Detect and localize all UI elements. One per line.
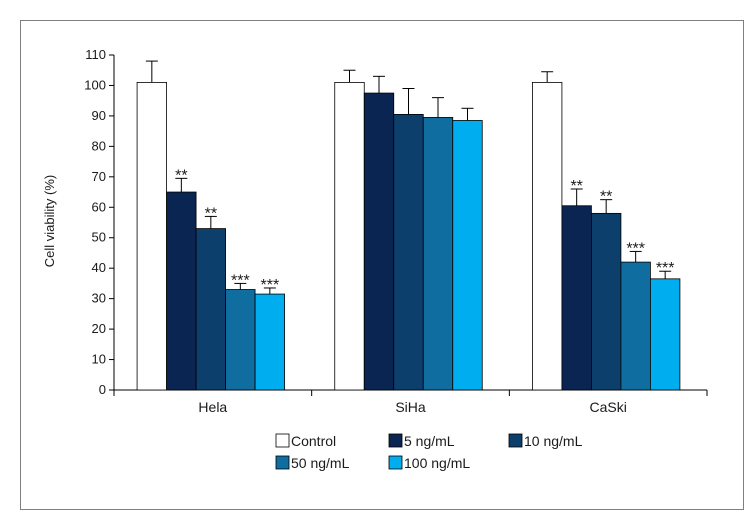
- y-tick-label: 20: [92, 321, 106, 336]
- x-tick-label: Hela: [198, 399, 227, 415]
- significance-mark: ***: [656, 260, 675, 277]
- x-tick-label: CaSki: [589, 399, 626, 415]
- y-tick-label: 0: [99, 382, 106, 397]
- bar: [363, 92, 395, 391]
- legend-label: 5 ng/mL: [404, 433, 455, 449]
- legend-label: 50 ng/mL: [291, 455, 350, 471]
- legend-swatch: [508, 433, 523, 448]
- y-tick-label: 50: [92, 230, 106, 245]
- chart-frame: 0 10 20 30 40 50 60 70 80 90 100 110 ** ** *** *** ** **…: [20, 20, 744, 510]
- bar: [561, 205, 592, 391]
- y-tick-label: 70: [92, 169, 106, 184]
- y-tick-label: 100: [84, 77, 106, 92]
- y-tick-label: 10: [92, 352, 106, 367]
- bar: [620, 261, 651, 391]
- legend-swatch: [275, 433, 290, 448]
- legend: Control 5 ng/mL 10 ng/mL 50 ng/mL 100 ng/mL: [275, 433, 583, 471]
- bar: [166, 191, 197, 391]
- bar: [422, 117, 454, 391]
- y-axis-label: Cell viability (%): [42, 175, 57, 267]
- x-tick-labels: Hela SiHa CaSki: [198, 399, 626, 415]
- x-tick-label: SiHa: [395, 399, 426, 415]
- bar: [334, 82, 365, 391]
- bar: [254, 293, 285, 391]
- bar: [591, 212, 622, 391]
- bar: [195, 228, 226, 391]
- y-tick-label: 110: [85, 47, 106, 62]
- significance-mark: ***: [626, 240, 645, 257]
- y-tick-label: 80: [92, 138, 106, 153]
- error-bars: [145, 60, 672, 295]
- y-tick-label: 90: [92, 108, 106, 123]
- bar: [532, 82, 563, 391]
- legend-swatch: [275, 455, 290, 470]
- bars: [136, 82, 681, 391]
- legend-label: 10 ng/mL: [524, 433, 583, 449]
- bar: [393, 113, 424, 391]
- bar: [225, 289, 256, 391]
- y-tick-label: 60: [92, 199, 106, 214]
- y-tick-label: 40: [92, 260, 106, 275]
- legend-label: 100 ng/mL: [404, 455, 470, 471]
- y-tick-label: 30: [92, 291, 106, 306]
- bar: [452, 120, 483, 391]
- significance-mark: **: [570, 178, 582, 195]
- bar: [136, 82, 167, 391]
- legend-swatch: [388, 433, 403, 448]
- significance-mark: **: [205, 205, 217, 222]
- bar: [650, 278, 681, 391]
- significance-marks: ******* *************: [175, 167, 674, 294]
- significance-mark: ***: [260, 277, 279, 294]
- axes: 0 10 20 30 40 50 60 70 80 90 100 110: [84, 47, 708, 397]
- legend-swatch: [388, 455, 403, 470]
- significance-mark: **: [175, 167, 187, 184]
- significance-mark: **: [600, 189, 612, 206]
- significance-mark: ***: [231, 272, 250, 289]
- legend-label: Control: [291, 433, 336, 449]
